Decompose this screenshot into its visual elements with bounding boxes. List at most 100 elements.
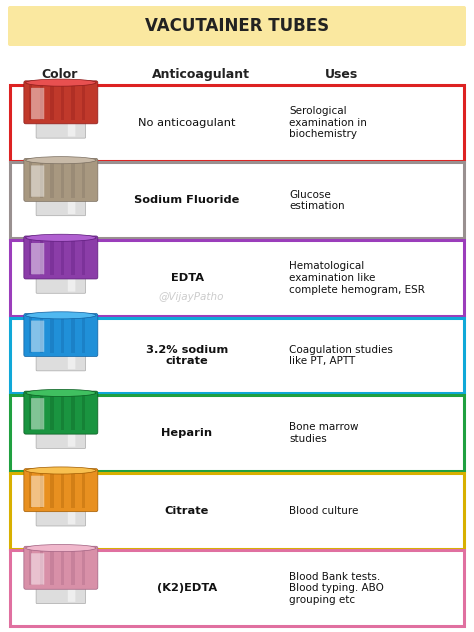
FancyBboxPatch shape [10, 550, 464, 626]
FancyBboxPatch shape [31, 320, 44, 352]
Bar [61, 240, 64, 275]
Text: VACUTAINER TUBES: VACUTAINER TUBES [145, 17, 329, 35]
Text: Blood Bank tests.
Blood typing. ABO
grouping etc: Blood Bank tests. Blood typing. ABO grou… [289, 571, 384, 605]
Bar [40, 85, 43, 120]
Bar [72, 85, 74, 120]
Bar [50, 473, 54, 508]
Text: Heparin: Heparin [162, 428, 213, 438]
FancyBboxPatch shape [36, 115, 86, 138]
Text: Bone marrow
studies: Bone marrow studies [289, 422, 359, 444]
FancyBboxPatch shape [68, 351, 75, 369]
FancyBboxPatch shape [10, 162, 464, 238]
Bar [29, 550, 32, 585]
FancyBboxPatch shape [68, 583, 75, 602]
FancyBboxPatch shape [10, 473, 464, 549]
FancyBboxPatch shape [24, 81, 98, 124]
Bar [50, 85, 54, 120]
Bar [29, 473, 32, 508]
Bar [61, 162, 64, 198]
FancyBboxPatch shape [10, 85, 464, 161]
FancyBboxPatch shape [36, 503, 86, 526]
Bar [29, 162, 32, 198]
Text: @VijayPatho: @VijayPatho [159, 292, 224, 302]
Bar [72, 240, 74, 275]
FancyBboxPatch shape [36, 581, 86, 604]
Text: Anticoagulant: Anticoagulant [152, 68, 250, 80]
Text: Blood culture: Blood culture [289, 506, 359, 516]
FancyBboxPatch shape [36, 270, 86, 293]
Text: Color: Color [42, 68, 78, 80]
Bar [72, 162, 74, 198]
Text: Uses: Uses [325, 68, 358, 80]
Ellipse shape [26, 157, 96, 164]
FancyBboxPatch shape [10, 318, 464, 393]
FancyBboxPatch shape [36, 348, 86, 371]
Text: Citrate: Citrate [165, 506, 209, 516]
Text: Hematological
examination like
complete hemogram, ESR: Hematological examination like complete … [289, 261, 425, 295]
FancyBboxPatch shape [8, 6, 466, 46]
Text: 3.2% sodium
citrate: 3.2% sodium citrate [146, 344, 228, 367]
Text: EDTA: EDTA [171, 273, 203, 283]
Text: Glucose
estimation: Glucose estimation [289, 190, 345, 211]
Bar [61, 317, 64, 353]
Bar [40, 473, 43, 508]
Text: Serological
examination in
biochemistry: Serological examination in biochemistry [289, 106, 367, 140]
Bar [72, 473, 74, 508]
FancyBboxPatch shape [24, 236, 98, 279]
Bar [82, 85, 85, 120]
Ellipse shape [26, 389, 96, 396]
FancyBboxPatch shape [31, 398, 44, 430]
FancyBboxPatch shape [31, 88, 44, 119]
Bar [29, 317, 32, 353]
FancyBboxPatch shape [10, 240, 464, 316]
Bar [82, 550, 85, 585]
Text: Sodium Fluoride: Sodium Fluoride [134, 195, 240, 205]
Ellipse shape [26, 312, 96, 319]
Bar [82, 317, 85, 353]
Bar [72, 395, 74, 430]
Ellipse shape [26, 79, 96, 86]
Ellipse shape [26, 467, 96, 474]
FancyBboxPatch shape [24, 313, 98, 356]
Bar [29, 240, 32, 275]
Bar [82, 162, 85, 198]
Bar [61, 473, 64, 508]
Text: Coagulation studies
like PT, APTT: Coagulation studies like PT, APTT [289, 344, 393, 367]
FancyBboxPatch shape [24, 159, 98, 202]
Bar [61, 85, 64, 120]
FancyBboxPatch shape [36, 425, 86, 449]
FancyBboxPatch shape [24, 546, 98, 589]
Bar [82, 473, 85, 508]
Bar [50, 162, 54, 198]
Bar [29, 85, 32, 120]
FancyBboxPatch shape [31, 243, 44, 274]
Bar [40, 395, 43, 430]
Bar [61, 550, 64, 585]
Ellipse shape [26, 545, 96, 552]
Bar [50, 317, 54, 353]
Bar [40, 550, 43, 585]
FancyBboxPatch shape [31, 476, 44, 507]
Bar [82, 395, 85, 430]
FancyBboxPatch shape [24, 391, 98, 434]
Bar [50, 240, 54, 275]
Bar [40, 162, 43, 198]
FancyBboxPatch shape [68, 196, 75, 214]
Bar [72, 550, 74, 585]
FancyBboxPatch shape [68, 273, 75, 291]
FancyBboxPatch shape [68, 428, 75, 447]
Text: No anticoagulant: No anticoagulant [138, 118, 236, 128]
Bar [40, 240, 43, 275]
FancyBboxPatch shape [31, 166, 44, 197]
FancyBboxPatch shape [10, 395, 464, 471]
FancyBboxPatch shape [36, 193, 86, 216]
FancyBboxPatch shape [24, 469, 98, 512]
Bar [50, 550, 54, 585]
Bar [29, 395, 32, 430]
FancyBboxPatch shape [31, 553, 44, 585]
FancyBboxPatch shape [68, 506, 75, 525]
Bar [82, 240, 85, 275]
Ellipse shape [26, 234, 96, 241]
Bar [40, 317, 43, 353]
Bar [61, 395, 64, 430]
